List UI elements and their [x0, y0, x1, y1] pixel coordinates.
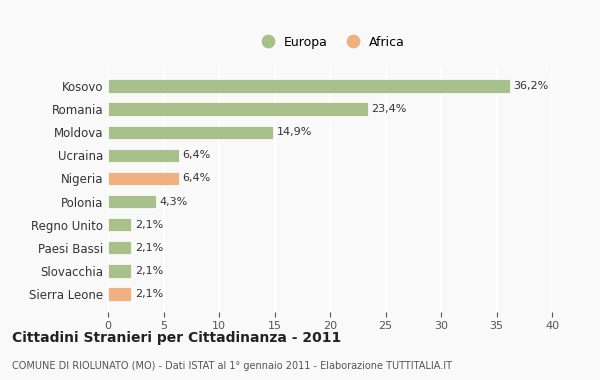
Text: 4,3%: 4,3%: [159, 196, 187, 206]
Bar: [108, 172, 179, 185]
Text: 6,4%: 6,4%: [182, 150, 211, 160]
Bar: [108, 125, 274, 139]
Text: 2,1%: 2,1%: [134, 266, 163, 276]
Text: Cittadini Stranieri per Cittadinanza - 2011: Cittadini Stranieri per Cittadinanza - 2…: [12, 331, 341, 345]
Legend: Europa, Africa: Europa, Africa: [250, 31, 410, 54]
Text: 36,2%: 36,2%: [513, 81, 548, 91]
Bar: [108, 264, 131, 277]
Bar: [108, 149, 179, 162]
Bar: [108, 218, 131, 231]
Bar: [108, 287, 131, 301]
Text: 2,1%: 2,1%: [134, 242, 163, 253]
Text: 23,4%: 23,4%: [371, 105, 406, 114]
Text: 14,9%: 14,9%: [277, 127, 312, 138]
Bar: [108, 79, 510, 93]
Bar: [108, 195, 156, 208]
Bar: [108, 103, 368, 116]
Text: 6,4%: 6,4%: [182, 174, 211, 184]
Bar: [108, 241, 131, 255]
Text: 2,1%: 2,1%: [134, 289, 163, 299]
Text: 2,1%: 2,1%: [134, 220, 163, 230]
Text: COMUNE DI RIOLUNATO (MO) - Dati ISTAT al 1° gennaio 2011 - Elaborazione TUTTITAL: COMUNE DI RIOLUNATO (MO) - Dati ISTAT al…: [12, 361, 452, 370]
